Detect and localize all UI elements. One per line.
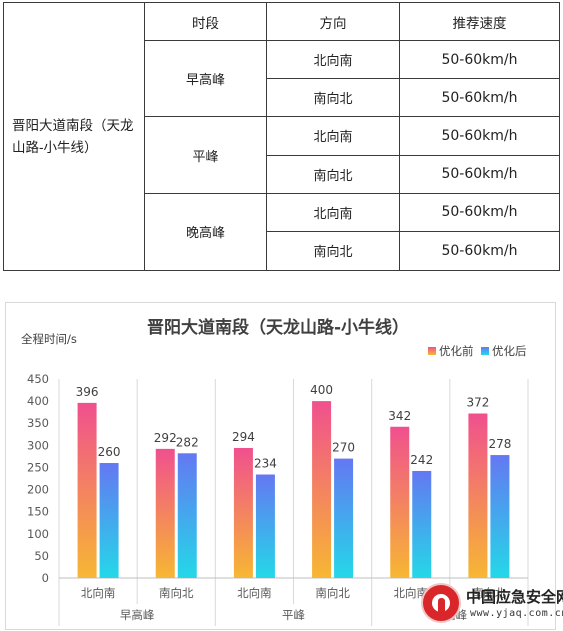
bar-after [99,463,119,578]
y-tick-label: 150 [27,505,49,519]
bar-before [233,447,253,578]
bar-before [155,448,175,578]
bar-before [390,426,410,578]
chart-card: 晋阳大道南段（天龙山路-小牛线） 全程时间/s 优化前 优化后 0 50 100 15… [5,302,556,630]
chart-title: 晋阳大道南段（天龙山路-小牛线） [147,317,409,338]
x-tick-label: 南向北 [315,586,350,600]
speed-cell: 50-60km/h [399,230,560,272]
data-label: 292 [154,431,177,445]
header-period: 时段 [144,1,267,42]
x-tick-label: 南向北 [159,586,194,600]
data-label: 242 [410,453,433,467]
table-row: 南向北 50-60km/h [4,230,560,272]
legend: 优化前 优化后 [428,344,527,358]
x-tick-label: 北向南 [81,586,116,600]
bar-after [412,470,432,578]
data-label: 294 [232,430,255,444]
bar-before [312,401,332,578]
y-tick-label: 50 [34,549,49,563]
bar-after [334,458,354,578]
road-name-cell: 晋阳大道南段（天龙山路-小牛线） [3,2,145,271]
table-row: 早高峰 北向南 50-60km/h [4,40,560,118]
bar-after [177,453,197,578]
bar-after [490,455,510,578]
data-label: 278 [488,437,511,451]
y-tick-label: 0 [42,571,49,585]
period-cell: 平峰 [144,116,267,194]
direction-cell: 北向南 [266,116,400,156]
bar-after [255,474,275,578]
data-label: 372 [466,395,489,409]
y-tick-label: 200 [27,483,49,497]
data-label: 270 [332,441,355,455]
table-row: 平峰 北向南 50-60km/h [4,116,560,194]
table-row: 晚高峰 北向南 50-60km/h [4,192,560,272]
header-speed: 推荐速度 [399,1,560,42]
data-label: 342 [388,409,411,423]
x-group-label: 平峰 [282,608,305,622]
y-tick-label: 450 [27,372,49,386]
legend-swatch-after [481,347,489,355]
plot-area: 396 260 北向南 292 282 南向北 294 234 北向南 400 270 南向北 342 2… [58,379,529,626]
legend-label-after: 优化后 [492,344,527,358]
speed-cell: 50-60km/h [399,78,560,118]
direction-cell: 南向北 [266,154,400,194]
speed-cell: 50-60km/h [399,40,560,80]
direction-cell: 南向北 [266,230,400,272]
watermark-url: www.yjaq.com.cn [470,608,563,619]
table-header-row: 晋阳大道南段（天龙山路-小牛线） 时段 方向 推荐速度 [3,1,560,271]
period-cell: 晚高峰 [144,192,267,272]
bar-before [77,402,97,578]
y-tick-label: 300 [27,438,49,452]
data-label: 396 [76,385,99,399]
x-group-label: 早高峰 [120,608,155,622]
watermark-seal-icon [421,583,461,623]
speed-cell: 50-60km/h [399,154,560,194]
bar-before [468,413,488,578]
table-row: 南向北 50-60km/h [4,154,560,194]
y-tick-label: 400 [27,394,49,408]
data-label: 400 [310,383,333,397]
data-label: 260 [98,445,121,459]
y-axis-label: 全程时间/s [21,332,77,346]
bar-chart: 晋阳大道南段（天龙山路-小牛线） 全程时间/s 优化前 优化后 0 50 100 15… [21,317,529,626]
direction-cell: 南向北 [266,78,400,118]
period-cell: 早高峰 [144,40,267,118]
data-label: 234 [254,457,277,471]
y-tick-label: 350 [27,416,49,430]
x-tick-label: 北向南 [394,586,429,600]
x-tick-label: 北向南 [237,586,272,600]
x-tick-label: 南向北 [472,586,507,600]
watermark-name: 中国应急安全网 [466,588,563,606]
table-row: 南向北 50-60km/h [4,78,560,118]
data-label: 282 [176,435,199,449]
legend-label-before: 优化前 [439,344,474,358]
header-direction: 方向 [266,1,400,42]
y-axis: 0 50 100 150 200 250 300 350 400 450 [27,372,49,585]
direction-cell: 北向南 [266,40,400,80]
watermark: 中国应急安全网 www.yjaq.com.cn [418,580,563,628]
y-tick-label: 250 [27,460,49,474]
legend-swatch-before [428,347,436,355]
speed-cell: 50-60km/h [399,116,560,156]
direction-cell: 北向南 [266,192,400,232]
y-tick-label: 100 [27,527,49,541]
speed-cell: 50-60km/h [399,192,560,232]
speed-table: 晋阳大道南段（天龙山路-小牛线） 时段 方向 推荐速度 早高峰 北向南 50-6… [3,1,560,272]
